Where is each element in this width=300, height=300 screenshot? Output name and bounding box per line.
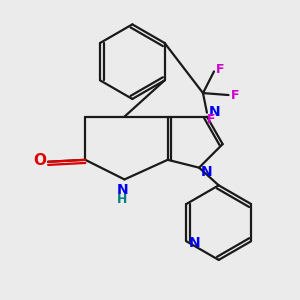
Text: O: O xyxy=(33,154,46,169)
Text: N: N xyxy=(188,236,200,250)
Text: H: H xyxy=(117,194,128,206)
Text: F: F xyxy=(207,113,215,126)
Text: F: F xyxy=(216,63,224,76)
Text: F: F xyxy=(231,88,240,101)
Text: N: N xyxy=(209,105,220,119)
Text: N: N xyxy=(201,165,213,178)
Text: N: N xyxy=(117,183,128,197)
